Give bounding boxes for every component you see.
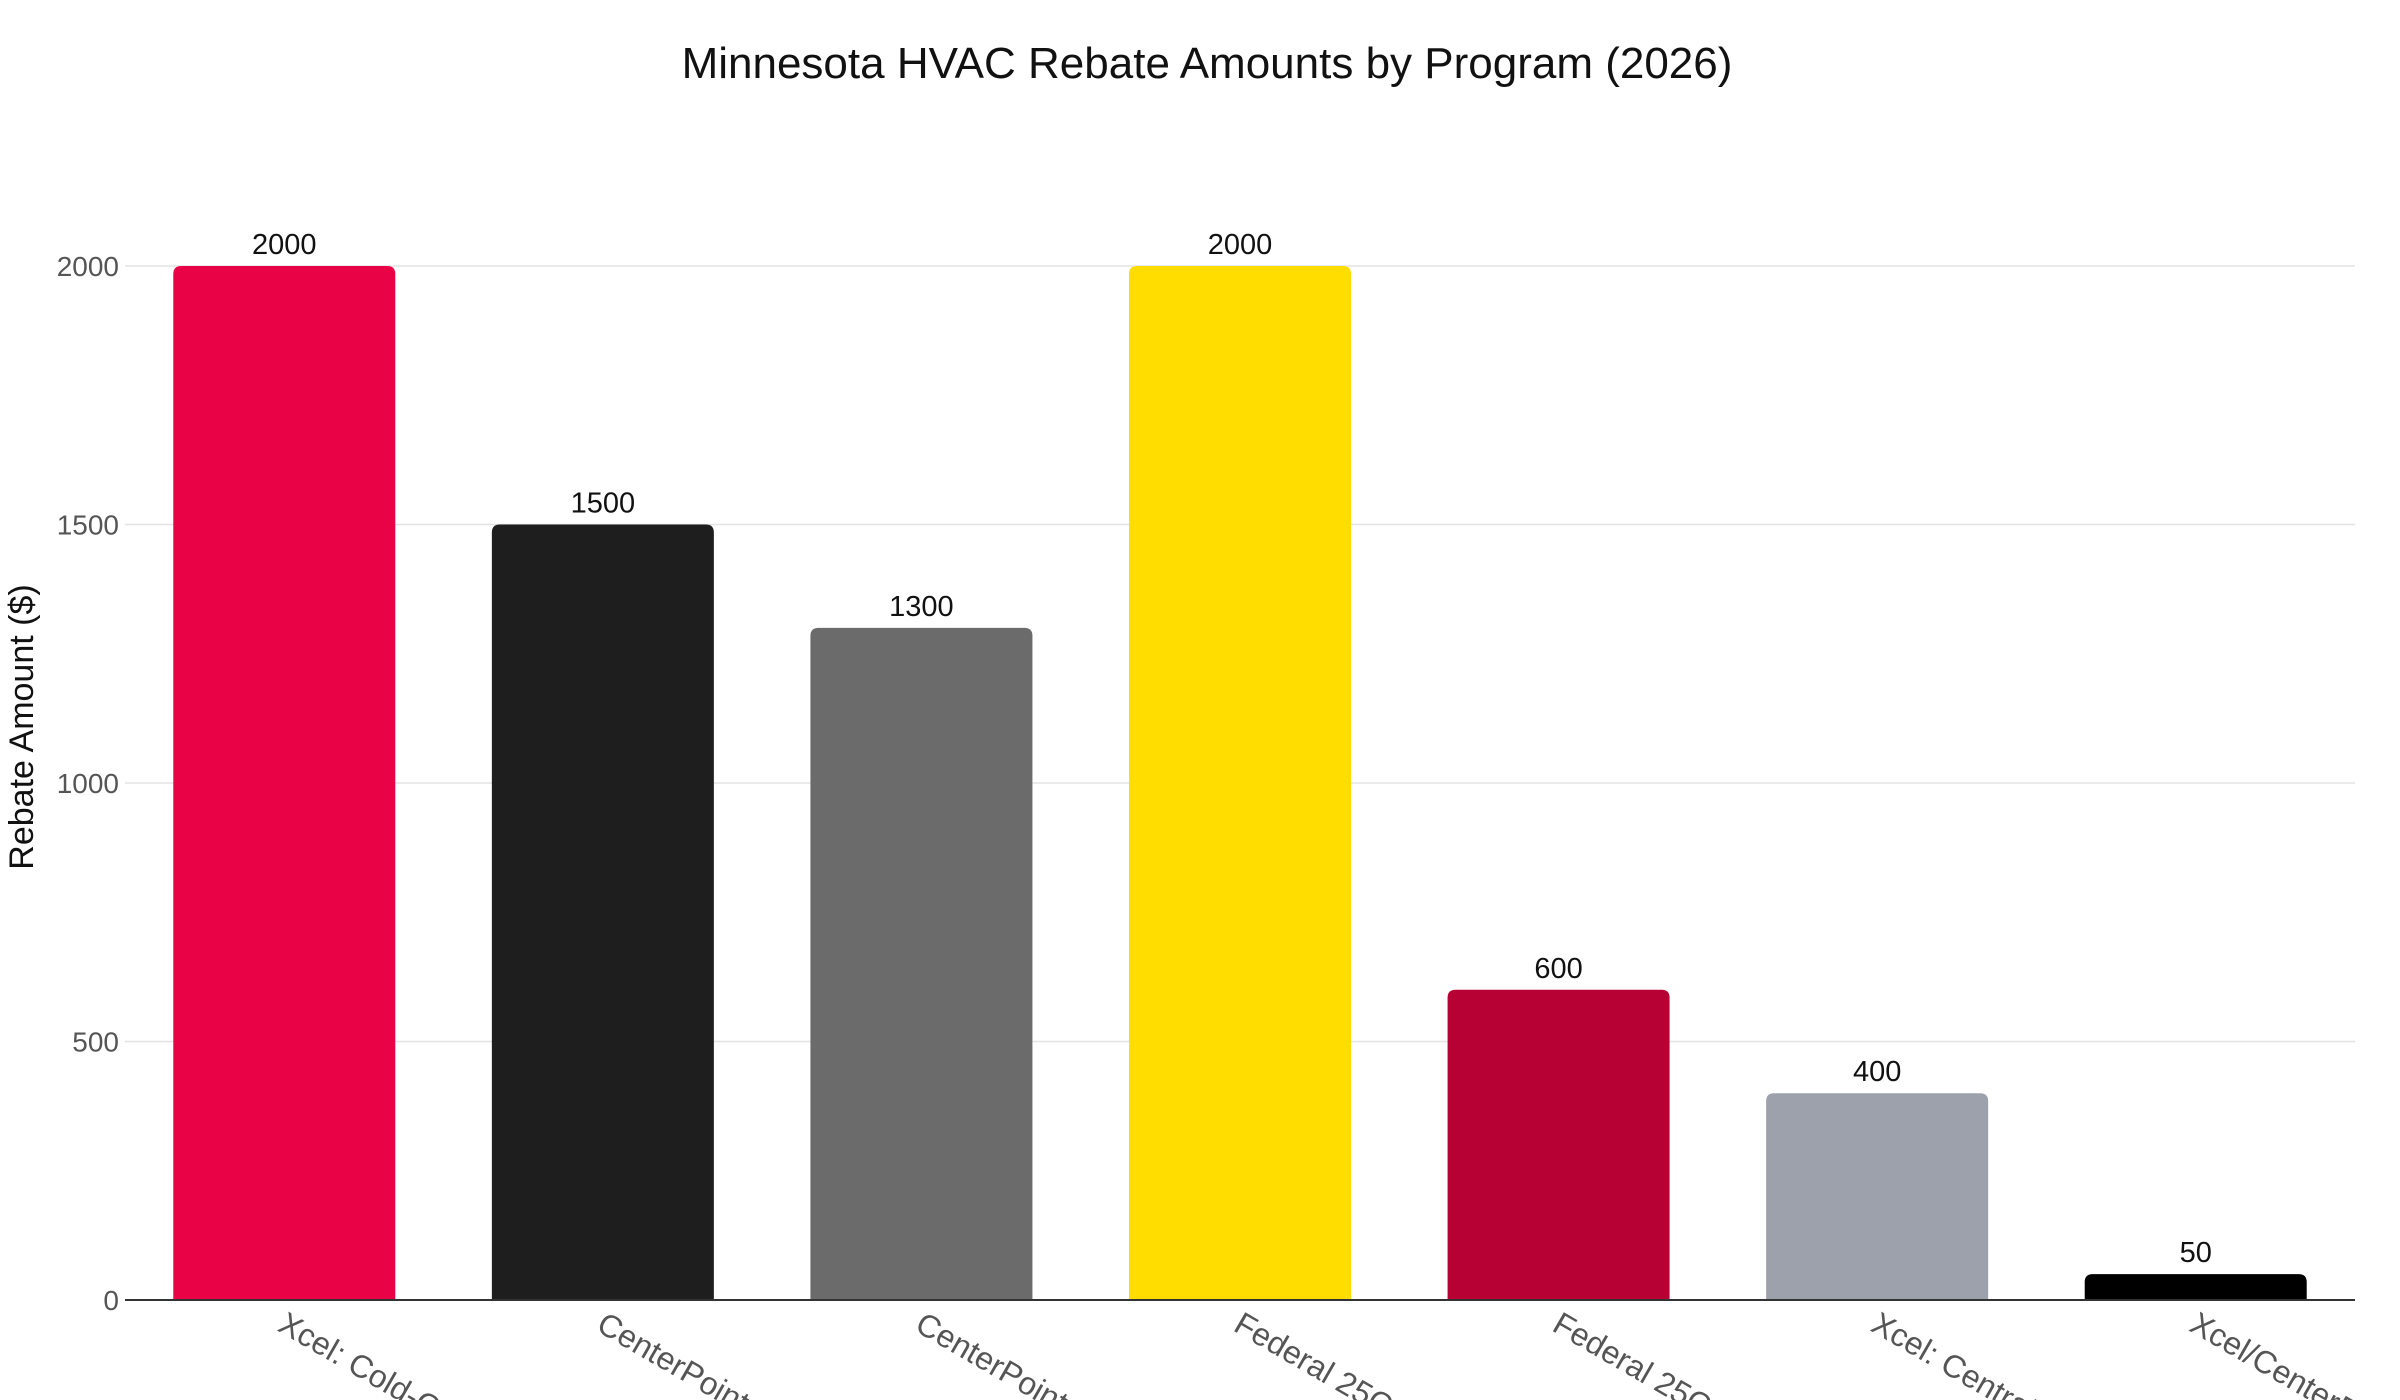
x-tick-label: Federal 25C: H [1229, 1305, 1435, 1400]
x-tick-label: CenterPoint: W [591, 1305, 798, 1400]
x-tick-label: CenterPoint: Att [910, 1305, 1122, 1400]
bar[interactable] [491, 524, 714, 1301]
y-axis-ticks: 0 500 1000 1500 2000 [57, 251, 119, 1316]
bar[interactable] [173, 266, 396, 1300]
value-label: 2000 [1208, 229, 1273, 261]
y-tick-label: 1500 [57, 510, 119, 541]
y-tick-label: 1000 [57, 768, 119, 799]
bar[interactable] [1766, 1093, 1989, 1300]
x-tick-label: Xcel: Cold-Clim [273, 1305, 482, 1400]
chart-title: Minnesota HVAC Rebate Amounts by Program… [682, 39, 1733, 88]
bar[interactable] [810, 627, 1033, 1300]
bar[interactable] [2084, 1274, 2307, 1300]
value-label: 1500 [571, 488, 636, 520]
bar[interactable] [1129, 266, 1351, 1300]
bars [173, 266, 2307, 1301]
value-labels: 2000 1500 1300 2000 600 400 50 [252, 229, 2212, 1269]
x-tick-label: Xcel/CenterPoi [2184, 1305, 2387, 1400]
y-axis-title: Rebate Amount ($) [3, 584, 41, 869]
x-tick-label: Xcel: Central AC [1866, 1305, 2087, 1400]
x-axis-labels: Xcel: Cold-Clim CenterPoint: W CenterPoint… [273, 1305, 2387, 1400]
value-label: 50 [2180, 1237, 2212, 1269]
y-tick-label: 0 [103, 1285, 119, 1316]
value-label: 1300 [889, 591, 954, 623]
bar[interactable] [1447, 989, 1670, 1300]
y-tick-label: 2000 [57, 251, 119, 282]
value-label: 2000 [252, 229, 317, 261]
value-label: 400 [1853, 1056, 1901, 1088]
y-tick-label: 500 [72, 1027, 119, 1058]
x-tick-label: Federal 25C: C [1547, 1305, 1753, 1400]
value-label: 600 [1534, 953, 1582, 985]
